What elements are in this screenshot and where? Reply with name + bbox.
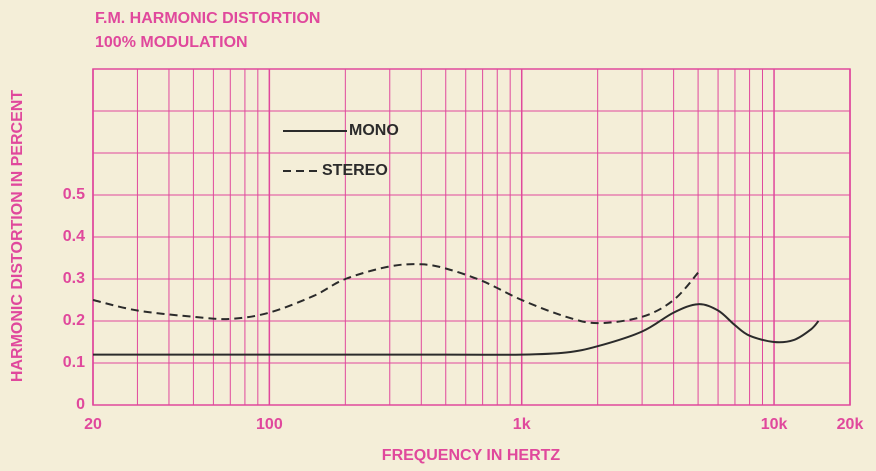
line xyxy=(92,263,699,325)
chart-title: F.M. HARMONIC DISTORTION xyxy=(95,10,320,27)
x-tick-label: 100 xyxy=(256,416,283,433)
x-axis-label: FREQUENCY IN HERTZ xyxy=(382,447,561,464)
x-tick-label: 20k xyxy=(837,416,864,433)
y-tick-label: 0.5 xyxy=(63,186,85,203)
plot-frame xyxy=(92,68,851,406)
chart-subtitle: 100% MODULATION xyxy=(95,34,248,51)
line xyxy=(93,303,820,356)
x-tick-label: 20 xyxy=(84,416,102,433)
y-tick-label: 0.2 xyxy=(63,312,85,329)
y-tick-label: 0.1 xyxy=(63,354,85,371)
y-tick-label: 0 xyxy=(76,396,85,413)
y-tick-label: 0.3 xyxy=(63,270,85,287)
legend-label: STEREO xyxy=(322,162,388,179)
legend-label: MONO xyxy=(349,122,399,139)
x-tick-label: 10k xyxy=(761,416,788,433)
y-axis-label: HARMONIC DISTORTION IN PERCENT xyxy=(9,90,26,382)
y-tick-label: 0.4 xyxy=(63,228,85,245)
x-tick-label: 1k xyxy=(513,416,531,433)
